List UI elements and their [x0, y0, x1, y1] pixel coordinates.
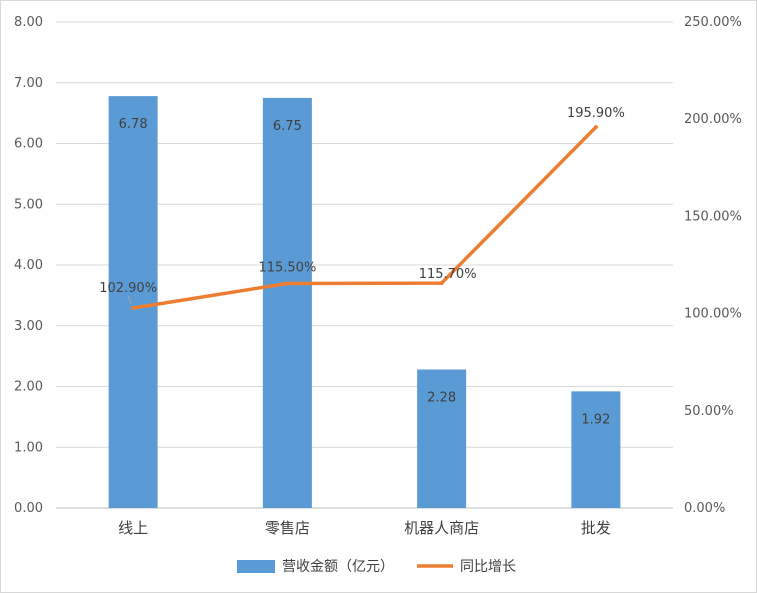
growth-line: [131, 125, 598, 310]
y-right-tick-label: 100.00%: [684, 307, 742, 322]
y-left-tick-label: 5.00: [14, 197, 43, 212]
y-left-tick-label: 3.00: [14, 319, 43, 334]
x-category-label: 线上: [118, 519, 148, 537]
y-right-tick-label: 50.00%: [684, 404, 734, 419]
bar: [108, 96, 158, 509]
growth-point: [131, 305, 136, 310]
y-left-tick-label: 4.00: [14, 258, 43, 273]
growth-point: [439, 281, 444, 286]
bar-data-label: 6.75: [273, 119, 302, 134]
x-category-label: 批发: [581, 519, 611, 537]
growth-point: [593, 125, 598, 130]
legend-bar-label: 营收金额（亿元）: [282, 559, 394, 575]
y-right-tick-label: 200.00%: [684, 112, 742, 127]
growth-data-label: 102.90%: [99, 281, 157, 296]
y-left-tick-label: 0.00: [14, 501, 43, 516]
growth-data-label: 115.50%: [258, 260, 316, 275]
growth-point: [285, 281, 290, 286]
legend-line-label: 同比增长: [460, 559, 516, 575]
y-right-tick-label: 0.00%: [684, 501, 725, 516]
growth-data-label: 195.90%: [567, 106, 625, 121]
x-category-label: 零售店: [265, 519, 310, 537]
label-leader-line: [127, 295, 132, 305]
bar-data-label: 1.92: [581, 412, 610, 427]
legend-bar-swatch: [237, 560, 275, 573]
bar: [417, 369, 467, 508]
y-right-tick-label: 150.00%: [684, 209, 742, 224]
y-left-tick-label: 6.00: [14, 137, 43, 152]
y-left-tick-label: 1.00: [14, 440, 43, 455]
bar-data-label: 6.78: [119, 117, 148, 132]
y-left-tick-label: 7.00: [14, 76, 43, 91]
bar: [571, 391, 621, 508]
y-left-tick-label: 2.00: [14, 380, 43, 395]
x-category-label: 机器人商店: [404, 519, 479, 537]
y-right-tick-label: 250.00%: [684, 15, 742, 30]
bar-data-label: 2.28: [427, 390, 456, 405]
y-left-tick-label: 8.00: [14, 15, 43, 30]
growth-data-label: 115.70%: [419, 267, 477, 282]
bar: [262, 97, 312, 508]
